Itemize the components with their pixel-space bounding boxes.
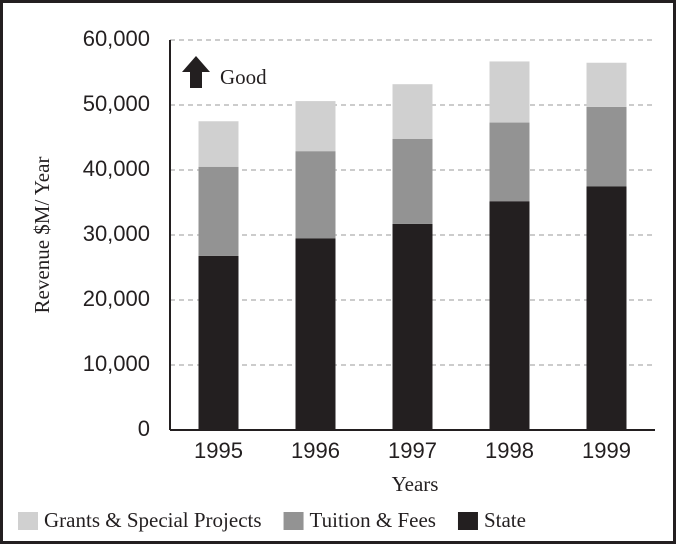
bar-segment [295,238,336,430]
bar-segment [198,121,239,167]
y-tick-label: 10,000 [83,351,150,376]
bar-segment [392,138,433,224]
x-tick-label: 1998 [485,438,534,463]
y-tick-label: 30,000 [83,221,150,246]
arrow-icon [182,56,210,88]
bar-segment [489,122,530,202]
y-tick-label: 0 [138,416,150,441]
x-tick-label: 1995 [194,438,243,463]
legend-swatch [283,512,304,530]
bar-segment [295,151,336,239]
legend-label: Tuition & Fees [310,508,436,532]
x-tick-label: 1996 [291,438,340,463]
bar-segment [295,101,336,152]
bar-segment [586,62,627,107]
bar-segment [392,223,433,430]
legend-swatch [457,512,478,530]
bar-segment [392,84,433,139]
x-tick-label: 1997 [388,438,437,463]
y-tick-label: 20,000 [83,286,150,311]
legend-swatch [18,512,38,530]
annotation: Good [220,65,267,89]
bar-segment [489,201,530,430]
bar-segment [586,106,627,187]
y-tick-label: 60,000 [83,26,150,51]
y-tick-label: 40,000 [83,156,150,181]
bar-segment [198,255,239,430]
bar-segment [198,166,239,256]
y-axis-label: Revenue $M/ Year [30,157,54,314]
legend-label: Grants & Special Projects [44,508,262,532]
y-tick-label: 50,000 [83,91,150,116]
legend-label: State [484,508,526,532]
bar-segment [586,186,627,430]
x-axis-label: Years [392,472,439,496]
x-tick-label: 1999 [582,438,631,463]
bar-segment [489,61,530,123]
